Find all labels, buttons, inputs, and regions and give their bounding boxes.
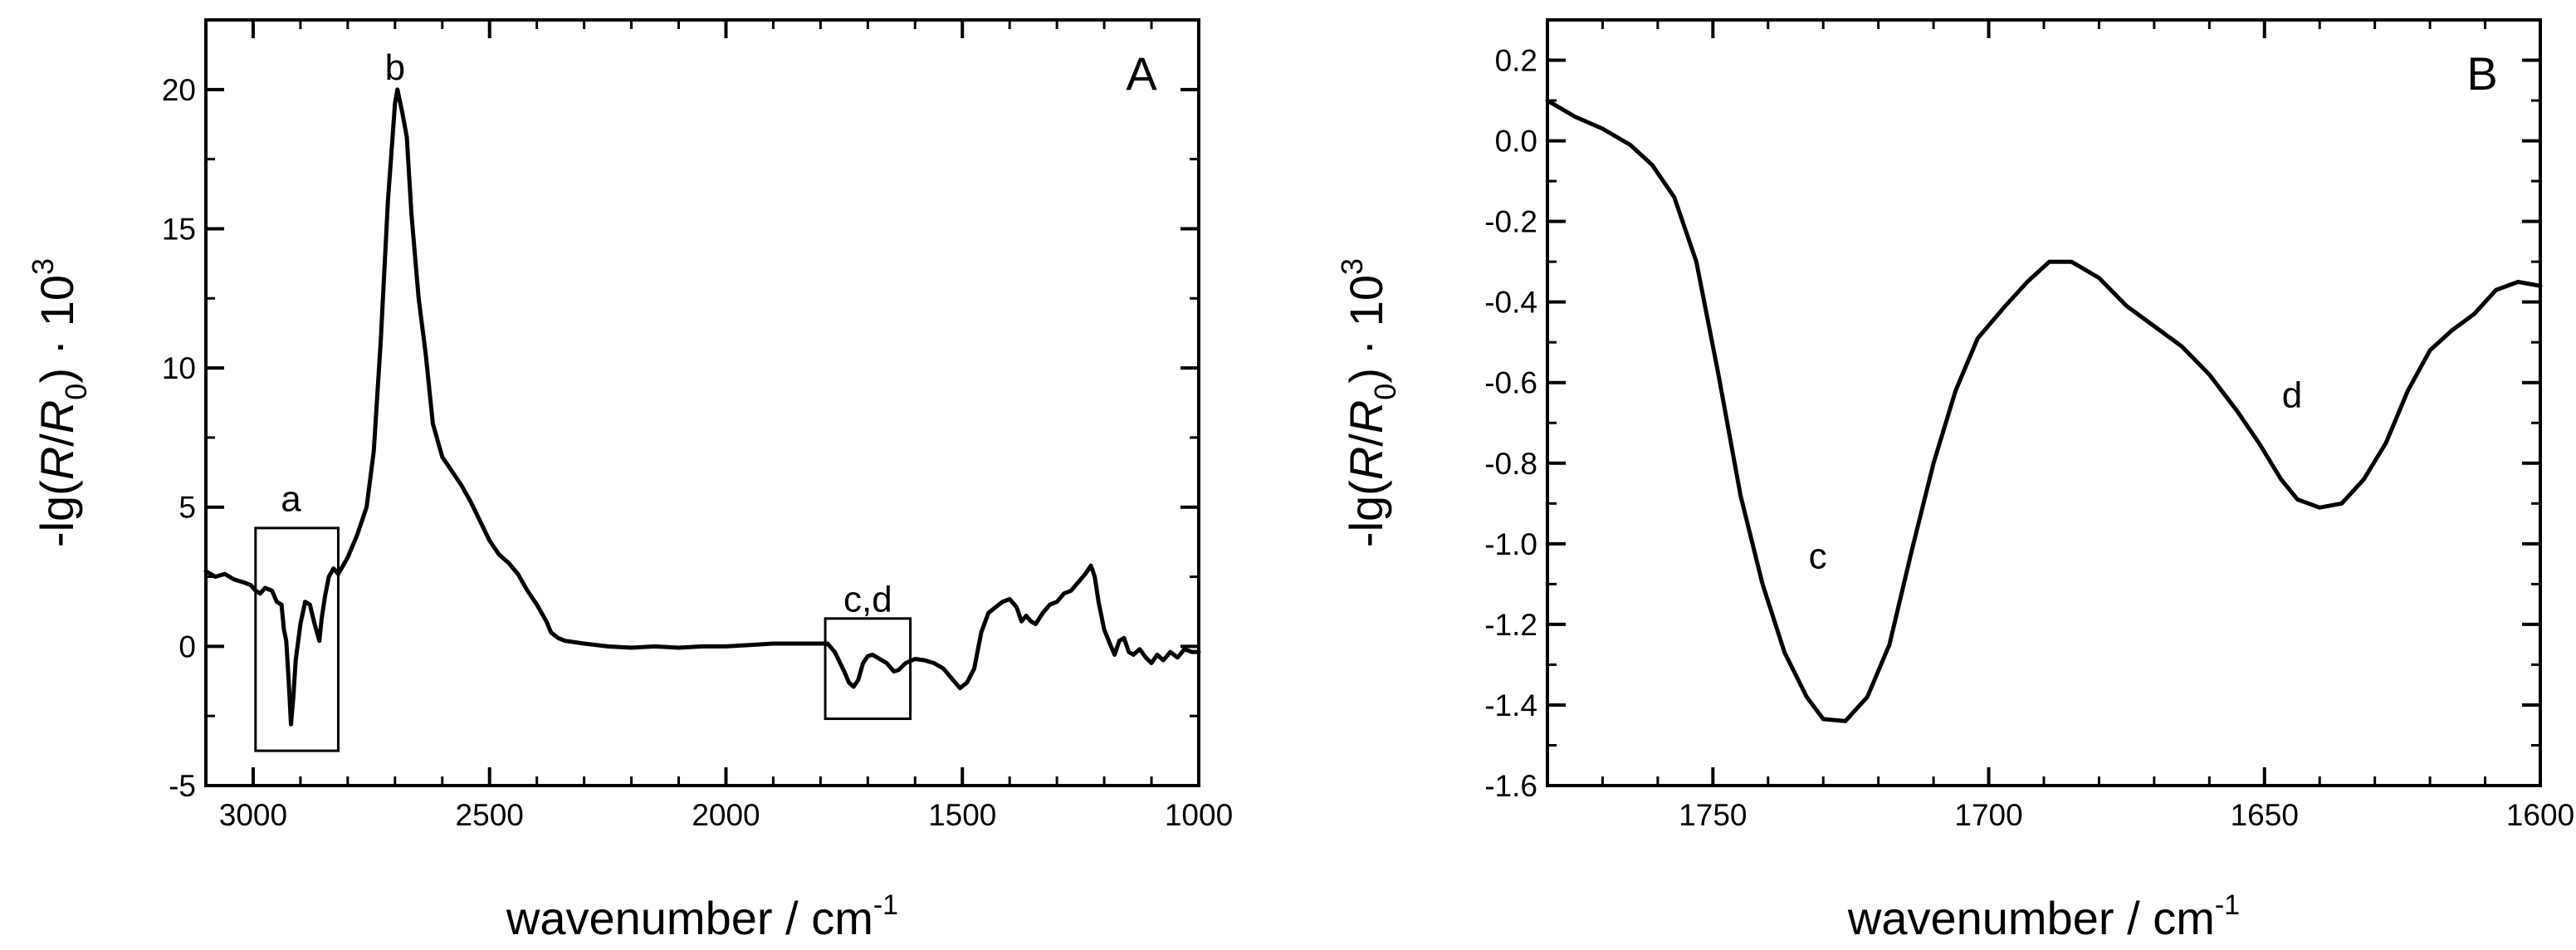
y-tick-label: -0.6 bbox=[1484, 366, 1537, 400]
x-tick-label: 1000 bbox=[1165, 798, 1233, 832]
annotation-label: c bbox=[1809, 536, 1827, 576]
y-tick-label: -1.6 bbox=[1484, 769, 1537, 803]
panel-label: A bbox=[1126, 47, 1157, 100]
major-ticks bbox=[206, 20, 1200, 787]
plot-frame bbox=[204, 18, 1200, 787]
x-tick-label: 3000 bbox=[219, 798, 287, 832]
panel-label: B bbox=[2466, 47, 2497, 100]
x-tick-label: 1600 bbox=[2506, 798, 2574, 832]
y-tick-label: -0.8 bbox=[1484, 447, 1537, 481]
y-axis-title: -lg(R/R0) · 103 bbox=[26, 258, 93, 547]
x-tick-label: 2500 bbox=[456, 798, 524, 832]
y-tick-label: -0.4 bbox=[1484, 286, 1537, 320]
x-axis-title: wavenumber / cm-1 bbox=[1847, 889, 2240, 944]
x-tick-label: 1500 bbox=[928, 798, 996, 832]
panel-b: 1750 1700 1650 1600 -1.6 -1.4 -1.2 -1.0 -0.8 -0.… bbox=[1335, 18, 2574, 944]
x-tick-label: 1750 bbox=[1679, 798, 1747, 832]
x-tick-label: 2000 bbox=[692, 798, 760, 832]
y-tick-label: 20 bbox=[162, 73, 196, 107]
annotations: a b c,d bbox=[281, 47, 892, 619]
annotation-boxes bbox=[254, 526, 912, 752]
minor-ticks bbox=[1546, 18, 2542, 787]
x-tick-labels: 1750 1700 1650 1600 bbox=[1679, 798, 2574, 832]
y-tick-label: -1.4 bbox=[1484, 688, 1537, 722]
y-axis-title: -lg(R/R0) · 103 bbox=[1335, 258, 1402, 547]
x-axis-title: wavenumber / cm-1 bbox=[506, 889, 898, 944]
series bbox=[203, 87, 1201, 727]
annotation-label: b bbox=[385, 47, 405, 88]
y-tick-labels: -5 0 5 10 15 20 bbox=[162, 73, 196, 803]
series-line-spectrum bbox=[203, 87, 1201, 727]
y-tick-label: 0.2 bbox=[1495, 44, 1537, 78]
annotation-label: c,d bbox=[843, 579, 892, 619]
y-tick-label: -1.0 bbox=[1484, 527, 1537, 561]
y-tick-label: 5 bbox=[178, 491, 196, 525]
y-tick-label: 15 bbox=[162, 212, 196, 246]
annotation-box bbox=[254, 526, 340, 752]
y-tick-label: 0.0 bbox=[1495, 125, 1537, 159]
series bbox=[1545, 98, 2543, 723]
y-tick-label: -1.2 bbox=[1484, 608, 1537, 642]
y-tick-label: -0.2 bbox=[1484, 205, 1537, 239]
series-line-spectrum bbox=[1545, 98, 2543, 723]
annotations: cd bbox=[1809, 375, 2303, 576]
minor-ticks bbox=[204, 18, 1200, 787]
annotation-box bbox=[824, 617, 912, 721]
y-tick-label: 0 bbox=[178, 629, 196, 664]
y-tick-label: -5 bbox=[169, 769, 196, 803]
plot-frame bbox=[1546, 18, 2542, 787]
y-tick-labels: -1.6 -1.4 -1.2 -1.0 -0.8 -0.6 -0.4 -0.2 0.0 0.2 bbox=[1484, 44, 1537, 803]
y-tick-label: 10 bbox=[162, 351, 196, 385]
x-tick-label: 1650 bbox=[2231, 798, 2299, 832]
annotation-label: d bbox=[2282, 375, 2302, 415]
x-tick-labels: 3000 2500 2000 1500 1000 bbox=[219, 798, 1233, 832]
annotation-label: a bbox=[281, 479, 301, 520]
major-ticks bbox=[1547, 20, 2542, 787]
x-tick-label: 1700 bbox=[1954, 798, 2022, 832]
